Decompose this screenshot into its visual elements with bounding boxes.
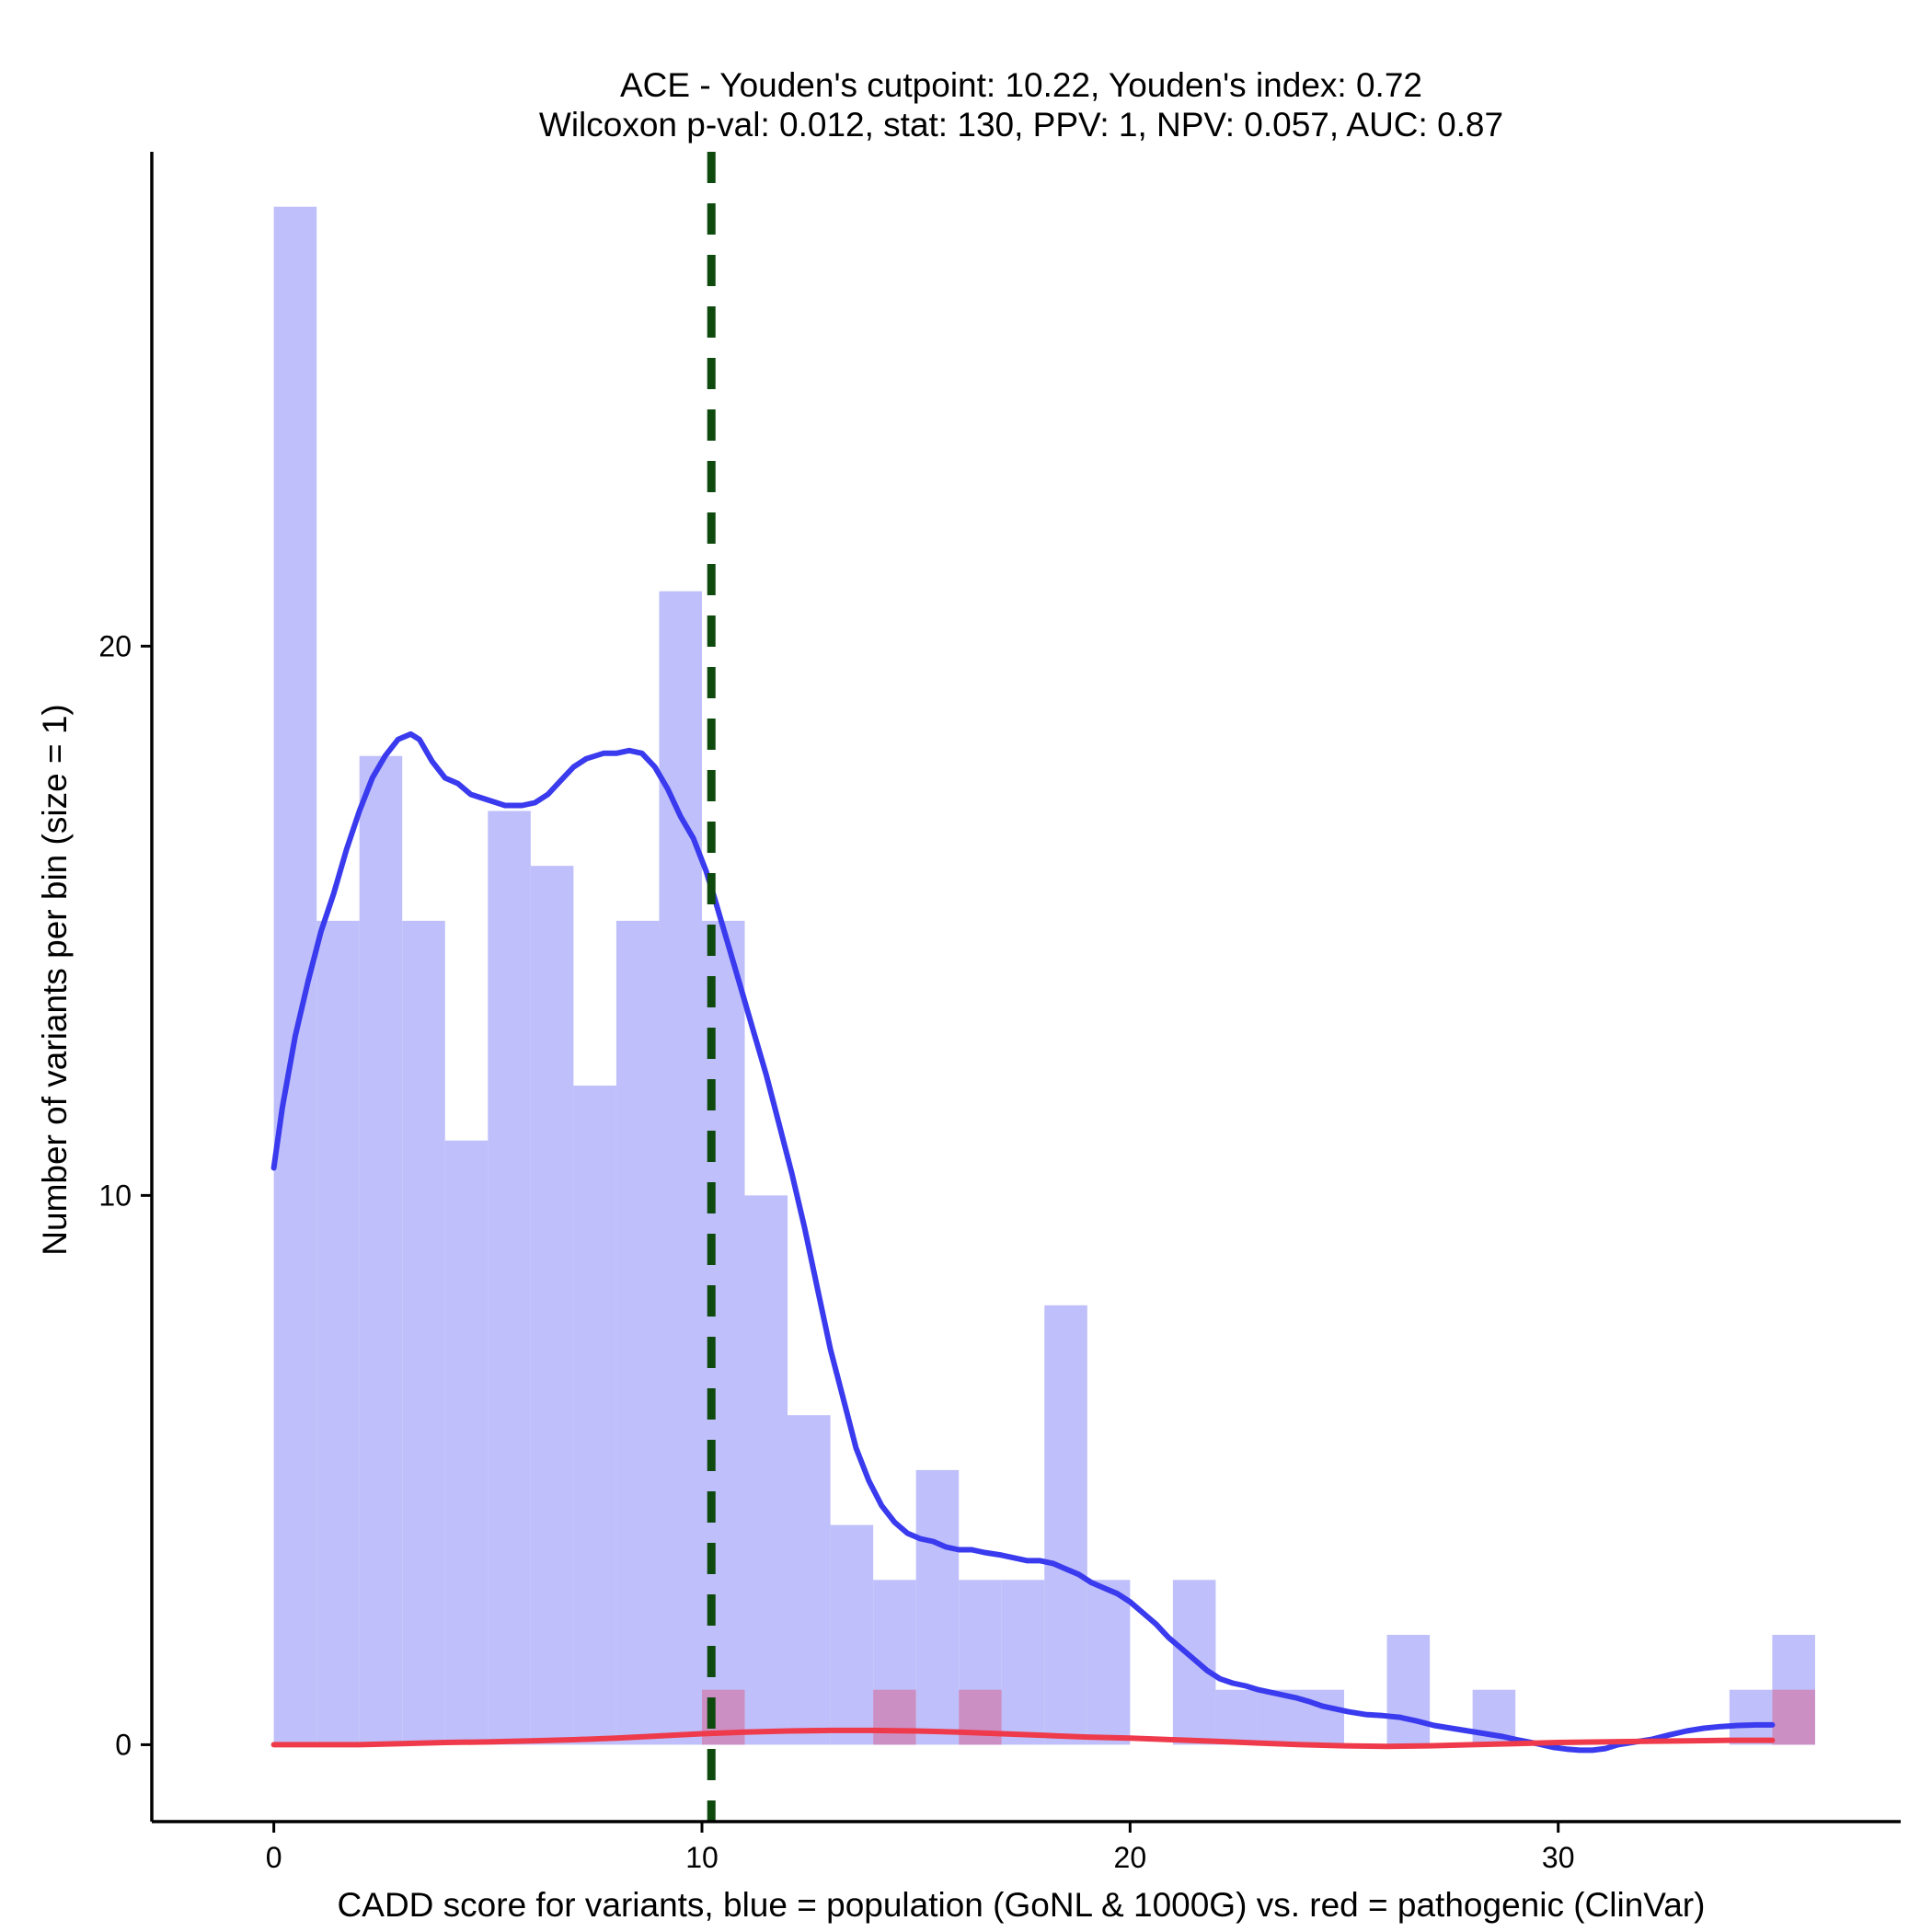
population-bar [1386,1635,1431,1745]
population-bar [1044,1305,1087,1745]
population-bar [530,866,574,1745]
population-bar [1001,1580,1045,1745]
population-bar [573,1085,616,1745]
x-axis-label: CADD score for variants, blue = populati… [338,1886,1706,1924]
x-tick-label: 20 [1114,1841,1147,1874]
pathogenic-density-line [270,1727,1776,1750]
y-tick-label: 10 [98,1179,132,1212]
population-bar [744,1195,788,1745]
tick-marks: 0 10 20 30 0 10 20 [98,629,1574,1874]
x-tick-label: 0 [266,1841,282,1874]
population-bar [915,1469,960,1745]
x-tick-label: 10 [685,1841,719,1874]
population-bar [1215,1689,1259,1745]
population-bar [359,755,403,1745]
chart-title-line-2: Wilcoxon p-val: 0.012, stat: 130, PPV: 1… [539,106,1503,144]
population-bar [1301,1689,1345,1745]
pathogenic-bar [1772,1689,1815,1745]
population-bar [316,920,360,1745]
x-tick-label: 30 [1542,1841,1575,1874]
population-bar [444,1140,489,1745]
population-bar [1729,1689,1773,1745]
population-bar [788,1415,831,1745]
population-density-line [270,730,1776,1754]
axes [150,152,1901,1823]
population-bars [273,206,1815,1745]
pathogenic-bar [873,1689,916,1745]
y-tick-label: 0 [115,1728,132,1761]
population-bar [615,920,660,1745]
population-bar [402,920,445,1745]
y-tick-label: 20 [98,629,132,662]
density-curves [270,730,1776,1754]
population-bar [830,1524,874,1745]
population-bar [488,811,531,1745]
y-axis-label: Number of variants per bin (size = 1) [36,704,74,1255]
population-bar [659,591,702,1745]
population-bar [1087,1580,1131,1745]
pathogenic-bar [959,1689,1002,1745]
chart-title-line-1: ACE - Youden's cutpoint: 10.22, Youden's… [620,66,1422,104]
